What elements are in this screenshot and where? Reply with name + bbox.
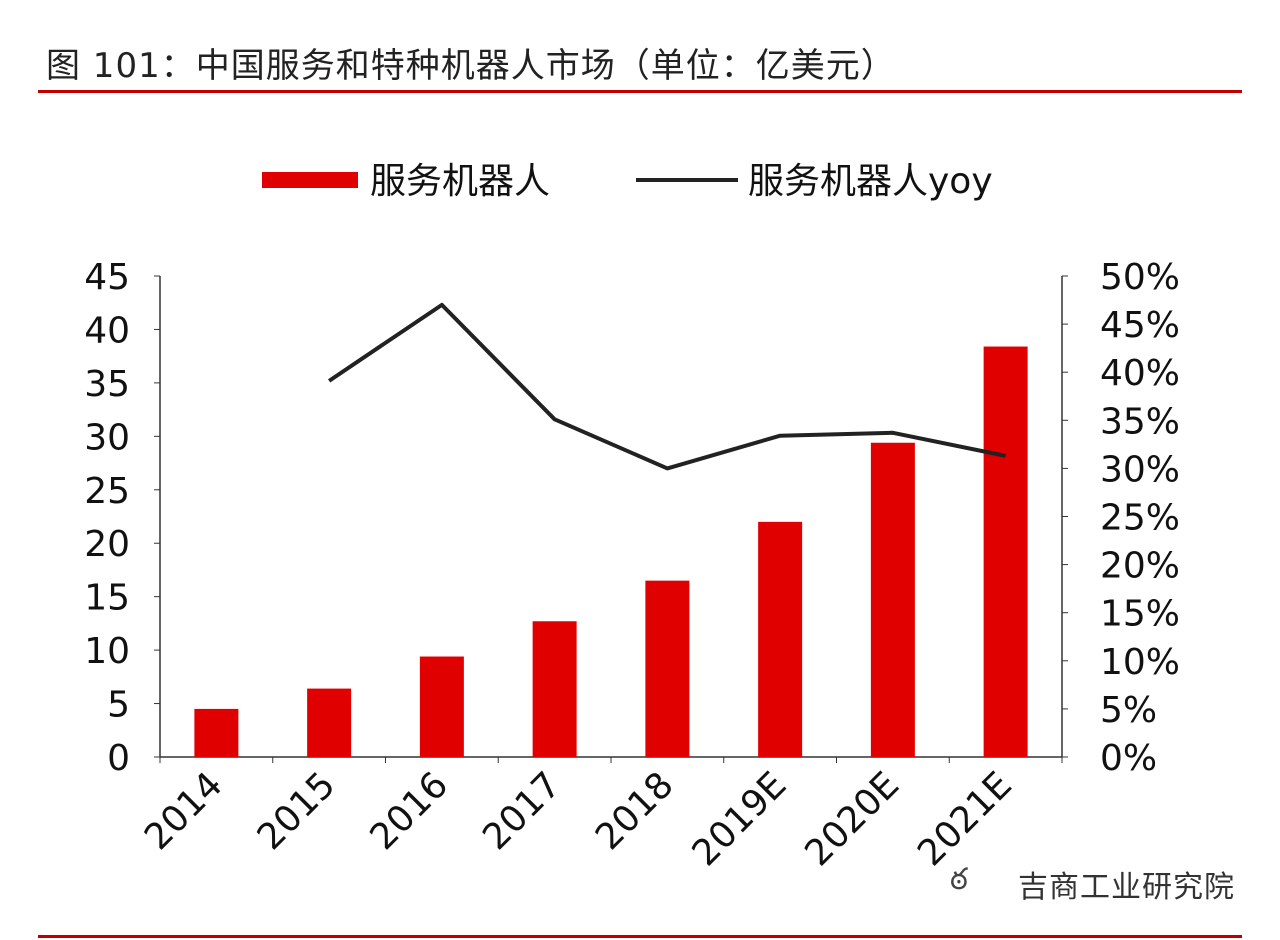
right-tick-label: 20%: [1100, 546, 1180, 587]
right-tick-label: 0%: [1100, 738, 1157, 779]
right-tick-label: 35%: [1100, 401, 1180, 442]
watermark: 吉商工业研究院: [1018, 870, 1235, 905]
title-rule: [38, 90, 1242, 93]
bar-2019E: [758, 521, 803, 757]
x-tick-label: 2017: [475, 764, 569, 858]
right-tick-label: 15%: [1100, 594, 1180, 635]
right-tick-label: 30%: [1100, 449, 1180, 490]
bar-2017: [532, 621, 577, 757]
bar-2018: [645, 580, 690, 757]
legend-bar-swatch: [262, 172, 358, 188]
right-tick-label: 5%: [1100, 690, 1157, 731]
right-tick-label: 45%: [1100, 305, 1180, 346]
x-tick-label: 2020E: [797, 764, 907, 874]
left-tick-label: 40: [84, 310, 130, 351]
left-tick-label: 35: [84, 364, 130, 405]
right-tick-label: 10%: [1100, 642, 1180, 683]
left-tick-label: 5: [107, 685, 130, 726]
bottom-rule: [38, 935, 1242, 938]
bar-2015: [307, 688, 352, 757]
x-tick-label: 2015: [250, 764, 344, 858]
x-tick-label: 2016: [362, 764, 456, 858]
x-tick-label: 2021E: [910, 764, 1020, 874]
x-tick-label: 2019E: [685, 764, 795, 874]
left-tick-label: 45: [84, 257, 130, 298]
left-tick-label: 25: [84, 471, 130, 512]
x-tick-label: 2018: [588, 764, 682, 858]
x-tick-label: 2014: [137, 764, 231, 858]
bar-2021E: [983, 346, 1028, 757]
left-tick-label: 20: [84, 524, 130, 565]
wechat-icon: ఠ: [950, 862, 968, 897]
right-tick-label: 40%: [1100, 353, 1180, 394]
left-tick-label: 10: [84, 631, 130, 672]
yoy-line: [328, 302, 1007, 471]
legend-bar-label: 服务机器人: [370, 161, 550, 202]
bar-2016: [419, 656, 464, 757]
right-tick-label: 50%: [1100, 257, 1180, 298]
legend-line-label: 服务机器人yoy: [748, 161, 993, 202]
left-tick-label: 0: [107, 738, 130, 779]
right-tick-label: 25%: [1100, 498, 1180, 539]
bar-2014: [194, 708, 239, 757]
left-tick-label: 15: [84, 578, 130, 619]
chart-title: 图 101：中国服务和特种机器人市场（单位：亿美元）: [46, 46, 896, 86]
left-tick-label: 30: [84, 417, 130, 458]
bar-2020E: [870, 442, 915, 757]
